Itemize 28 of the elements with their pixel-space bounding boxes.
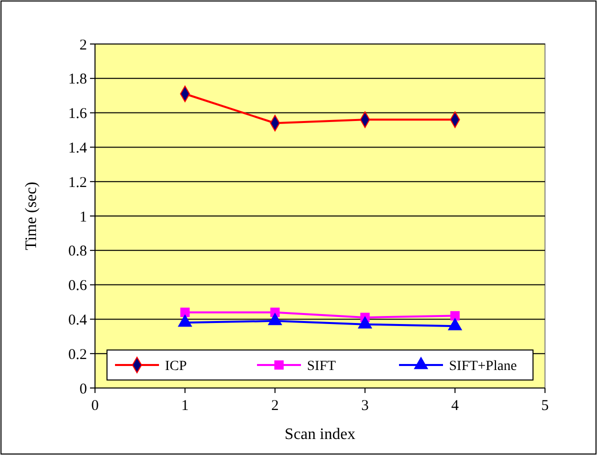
x-tick-label: 3 xyxy=(361,398,369,414)
x-tick-label: 5 xyxy=(541,398,549,414)
point xyxy=(178,314,192,327)
y-tick-label: 1 xyxy=(80,209,87,226)
point xyxy=(448,318,462,330)
point xyxy=(180,308,190,318)
y-tick-label: 1.6 xyxy=(68,106,88,122)
x-tick-label: 2 xyxy=(271,398,279,414)
point xyxy=(268,313,282,326)
y-tick-label: 0.4 xyxy=(68,312,88,328)
y-tick-label: 0 xyxy=(80,381,87,398)
y-tick-label: 0.2 xyxy=(68,346,87,363)
x-tick-label: 4 xyxy=(451,398,460,414)
x-axis-title: Scan index xyxy=(284,426,356,443)
y-tick-label: 2 xyxy=(80,37,87,54)
y-axis-title: Time (sec) xyxy=(23,182,40,250)
y-tick-label: 1.4 xyxy=(68,140,88,156)
y-tick-label: 1.8 xyxy=(68,72,87,88)
legend-label: SIFT xyxy=(307,358,336,374)
y-tick-label: 0.8 xyxy=(68,244,87,260)
x-tick-label: 0 xyxy=(91,398,99,414)
legend-label: ICP xyxy=(165,358,187,374)
point xyxy=(358,316,372,329)
y-tick-label: 1.2 xyxy=(68,174,87,191)
point xyxy=(450,311,460,320)
legend-label: SIFT+Plane xyxy=(449,358,517,374)
y-tick-label: 0.6 xyxy=(68,278,88,294)
x-tick-label: 1 xyxy=(181,398,189,414)
